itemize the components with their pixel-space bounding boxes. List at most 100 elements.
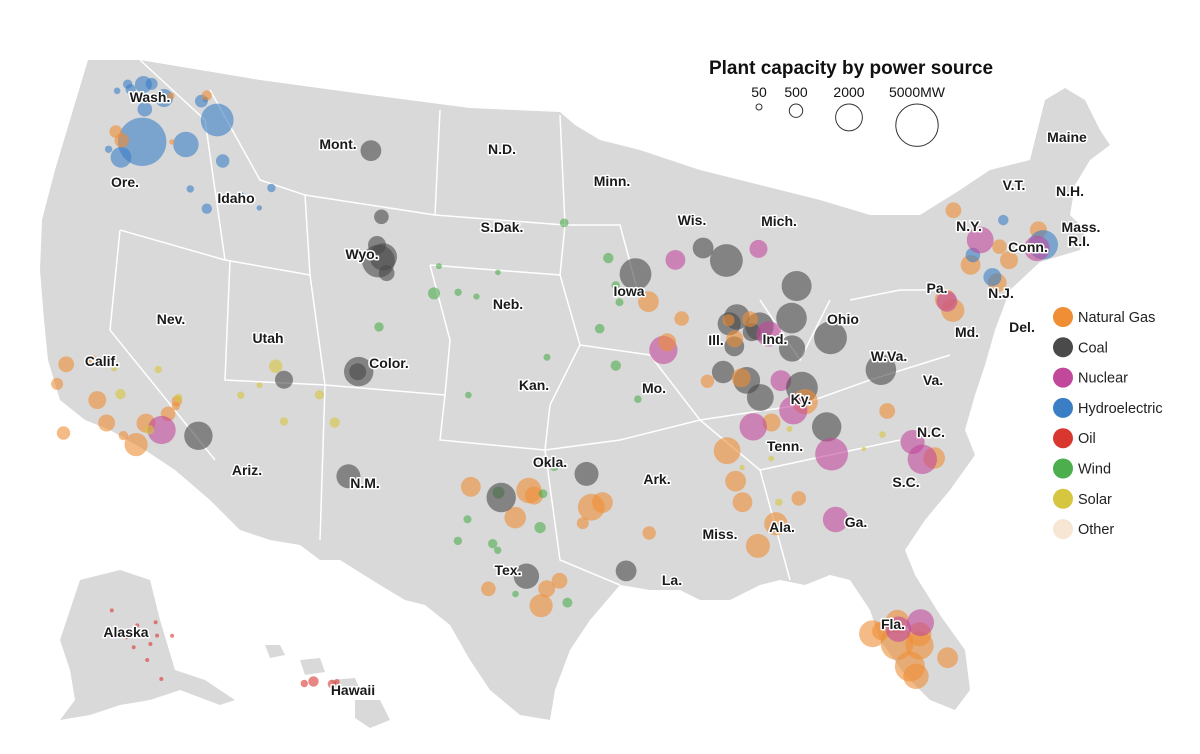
state-label: Mass. [1062,219,1101,235]
state-label: N.J. [988,285,1014,301]
state-label: W.Va. [871,348,908,364]
size-circle [788,103,804,118]
plant-marker [907,609,934,636]
plant-marker [169,139,175,145]
plant-marker [983,268,1002,287]
plant-marker [543,353,551,361]
state-label: Neb. [493,296,523,312]
plant-marker [167,92,175,100]
plant-marker [594,323,605,334]
state-border [759,299,831,362]
plant-marker [327,679,337,689]
plant-marker [174,393,183,402]
size-label: 2000 [833,84,864,100]
state-border [439,394,551,451]
plant-marker [779,335,806,362]
state-border [119,229,226,261]
legend-swatch [1053,428,1073,449]
plant-marker [762,413,781,432]
state-label: N.M. [350,475,380,491]
plant-marker [86,355,98,367]
plant-marker [344,356,374,387]
plant-marker [200,103,234,137]
legend-label: Oil [1078,431,1096,447]
plant-marker [374,209,389,225]
plant-marker [998,214,1009,226]
plant-marker [739,464,745,471]
plant-marker [746,384,774,411]
state-label: Ala. [769,519,795,535]
state-label: Del. [1009,319,1035,335]
plant-marker [745,533,770,558]
state-label: Ark. [643,471,670,487]
state-label: Ky. [791,391,812,407]
plant-marker [109,125,123,138]
legend-swatch [1053,519,1073,540]
plant-marker [115,388,126,400]
plant-marker [872,622,891,640]
state-label: N.D. [488,141,516,157]
state-label: Md. [955,324,979,340]
state-label: Idaho [217,190,254,206]
legend-label: Coal [1078,340,1108,356]
plant-marker [638,291,659,312]
state-border [324,264,451,396]
plant-marker [742,311,758,328]
legend: Plant capacity by power source 50 500 2000… [709,58,1163,540]
alaska-shape [60,570,235,720]
plant-marker [776,302,807,334]
state-label: Ohio [827,311,859,327]
plant-marker [131,645,136,650]
plant-marker [710,244,743,277]
state-label: Miss. [702,526,737,542]
plant-markers [51,76,1059,694]
plant-marker [756,321,782,347]
plant-marker [516,477,542,504]
legend-label: Wind [1078,462,1111,478]
state-label: S.Dak. [481,219,524,235]
plant-marker [56,426,71,440]
state-label: N.H. [1056,183,1084,199]
plant-marker [494,546,502,554]
plant-marker [374,322,384,332]
plant-marker [216,154,230,168]
size-legend: 50 500 2000 5000MW [751,84,946,147]
plant-marker [454,288,462,296]
state-borders [109,59,951,586]
plant-marker [171,401,180,411]
plant-marker [201,90,212,101]
plant-marker [159,677,164,681]
state-label: R.I. [1068,233,1090,249]
plant-marker [966,226,994,254]
state-label: Va. [923,372,943,388]
legend-swatch [1053,337,1073,358]
plant-marker [124,635,129,640]
plant-marker [125,84,136,95]
plant-marker [692,237,714,259]
legend-label: Nuclear [1078,371,1128,387]
plant-marker [154,365,162,374]
plant-marker [88,391,107,410]
plant-marker [732,492,753,513]
plant-marker [812,412,842,442]
plant-marker [731,368,751,388]
state-label: Tenn. [767,438,803,454]
plant-marker [611,281,620,290]
plant-marker [201,203,212,214]
plant-marker [279,417,289,426]
plant-marker [155,633,160,638]
plant-marker [51,377,64,390]
state-border [849,289,950,301]
plant-marker [453,536,463,546]
legend-label: Solar [1078,492,1112,508]
plant-marker [118,430,129,441]
state-label: Maine [1047,129,1087,145]
plant-marker [512,590,519,598]
plant-marker [764,512,788,536]
plant-marker [314,390,325,400]
plant-marker [642,526,656,540]
state-border [699,354,951,421]
plant-marker [1024,235,1050,262]
legend-label: Natural Gas [1078,310,1155,326]
